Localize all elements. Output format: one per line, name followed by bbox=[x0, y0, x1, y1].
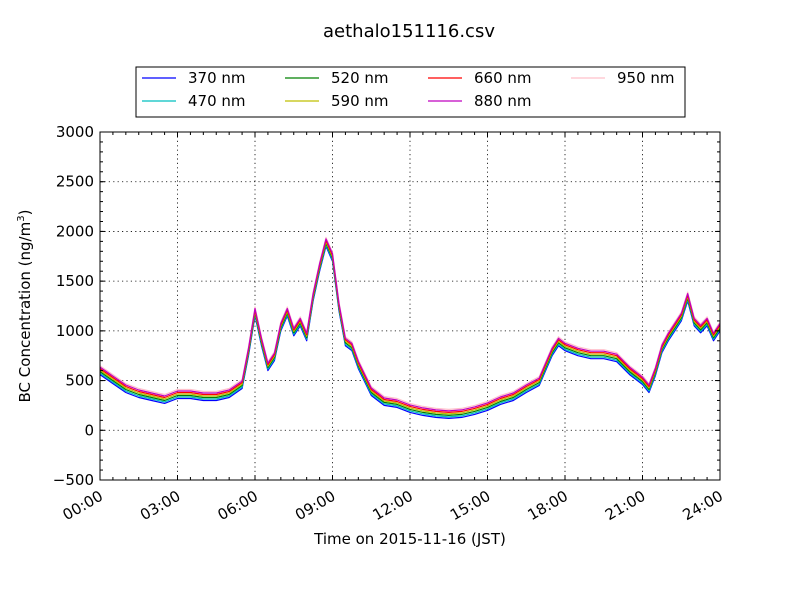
legend-label: 590 nm bbox=[331, 92, 389, 110]
legend-label: 520 nm bbox=[331, 69, 389, 87]
y-axis-label: BC Concentration (ng/m3) bbox=[16, 210, 34, 403]
x-axis-label: Time on 2015-11-16 (JST) bbox=[313, 530, 506, 548]
y-tick-labels: −500 0 500 1000 1500 2000 2500 3000 bbox=[53, 123, 94, 489]
axis-ticks bbox=[99, 131, 721, 481]
y-tick-label: 2500 bbox=[56, 173, 94, 191]
y-axis-label-superscript: 3 bbox=[16, 215, 27, 221]
y-tick-label: 0 bbox=[84, 421, 94, 439]
y-tick-label: 500 bbox=[65, 372, 94, 390]
legend-box bbox=[135, 66, 686, 118]
y-tick-label: −500 bbox=[53, 471, 94, 489]
x-tick-labels: 00:00 03:00 06:00 09:00 12:00 15:00 18:00 21:00… bbox=[60, 487, 726, 524]
grid-lines bbox=[100, 132, 720, 480]
y-axis-label-main: BC Concentration (ng/m bbox=[16, 222, 34, 403]
y-tick-label: 1000 bbox=[56, 322, 94, 340]
legend: 370 nm 470 nm 520 nm 590 nm 660 nm 880 nm 950 … bbox=[135, 66, 686, 118]
x-tick-label: 18:00 bbox=[525, 487, 571, 524]
x-tick-label: 06:00 bbox=[215, 487, 261, 524]
x-tick-label: 09:00 bbox=[292, 487, 338, 524]
x-tick-label: 24:00 bbox=[680, 487, 726, 524]
x-tick-label: 00:00 bbox=[60, 487, 106, 524]
y-axis-label-end: ) bbox=[16, 210, 34, 216]
y-tick-label: 1500 bbox=[56, 272, 94, 290]
y-tick-label: 3000 bbox=[56, 123, 94, 141]
x-tick-label: 21:00 bbox=[602, 487, 648, 524]
series-line-880nm bbox=[99, 238, 721, 412]
legend-label: 370 nm bbox=[188, 69, 246, 87]
y-tick-label: 2000 bbox=[56, 222, 94, 240]
legend-label: 470 nm bbox=[188, 92, 246, 110]
x-tick-label: 12:00 bbox=[370, 487, 416, 524]
legend-label: 950 nm bbox=[617, 69, 675, 87]
legend-label: 660 nm bbox=[474, 69, 532, 87]
chart-title: aethalo151116.csv bbox=[323, 21, 495, 42]
series-lines bbox=[99, 236, 721, 419]
x-tick-label: 15:00 bbox=[447, 487, 493, 524]
x-tick-label: 03:00 bbox=[137, 487, 183, 524]
legend-label: 880 nm bbox=[474, 92, 532, 110]
